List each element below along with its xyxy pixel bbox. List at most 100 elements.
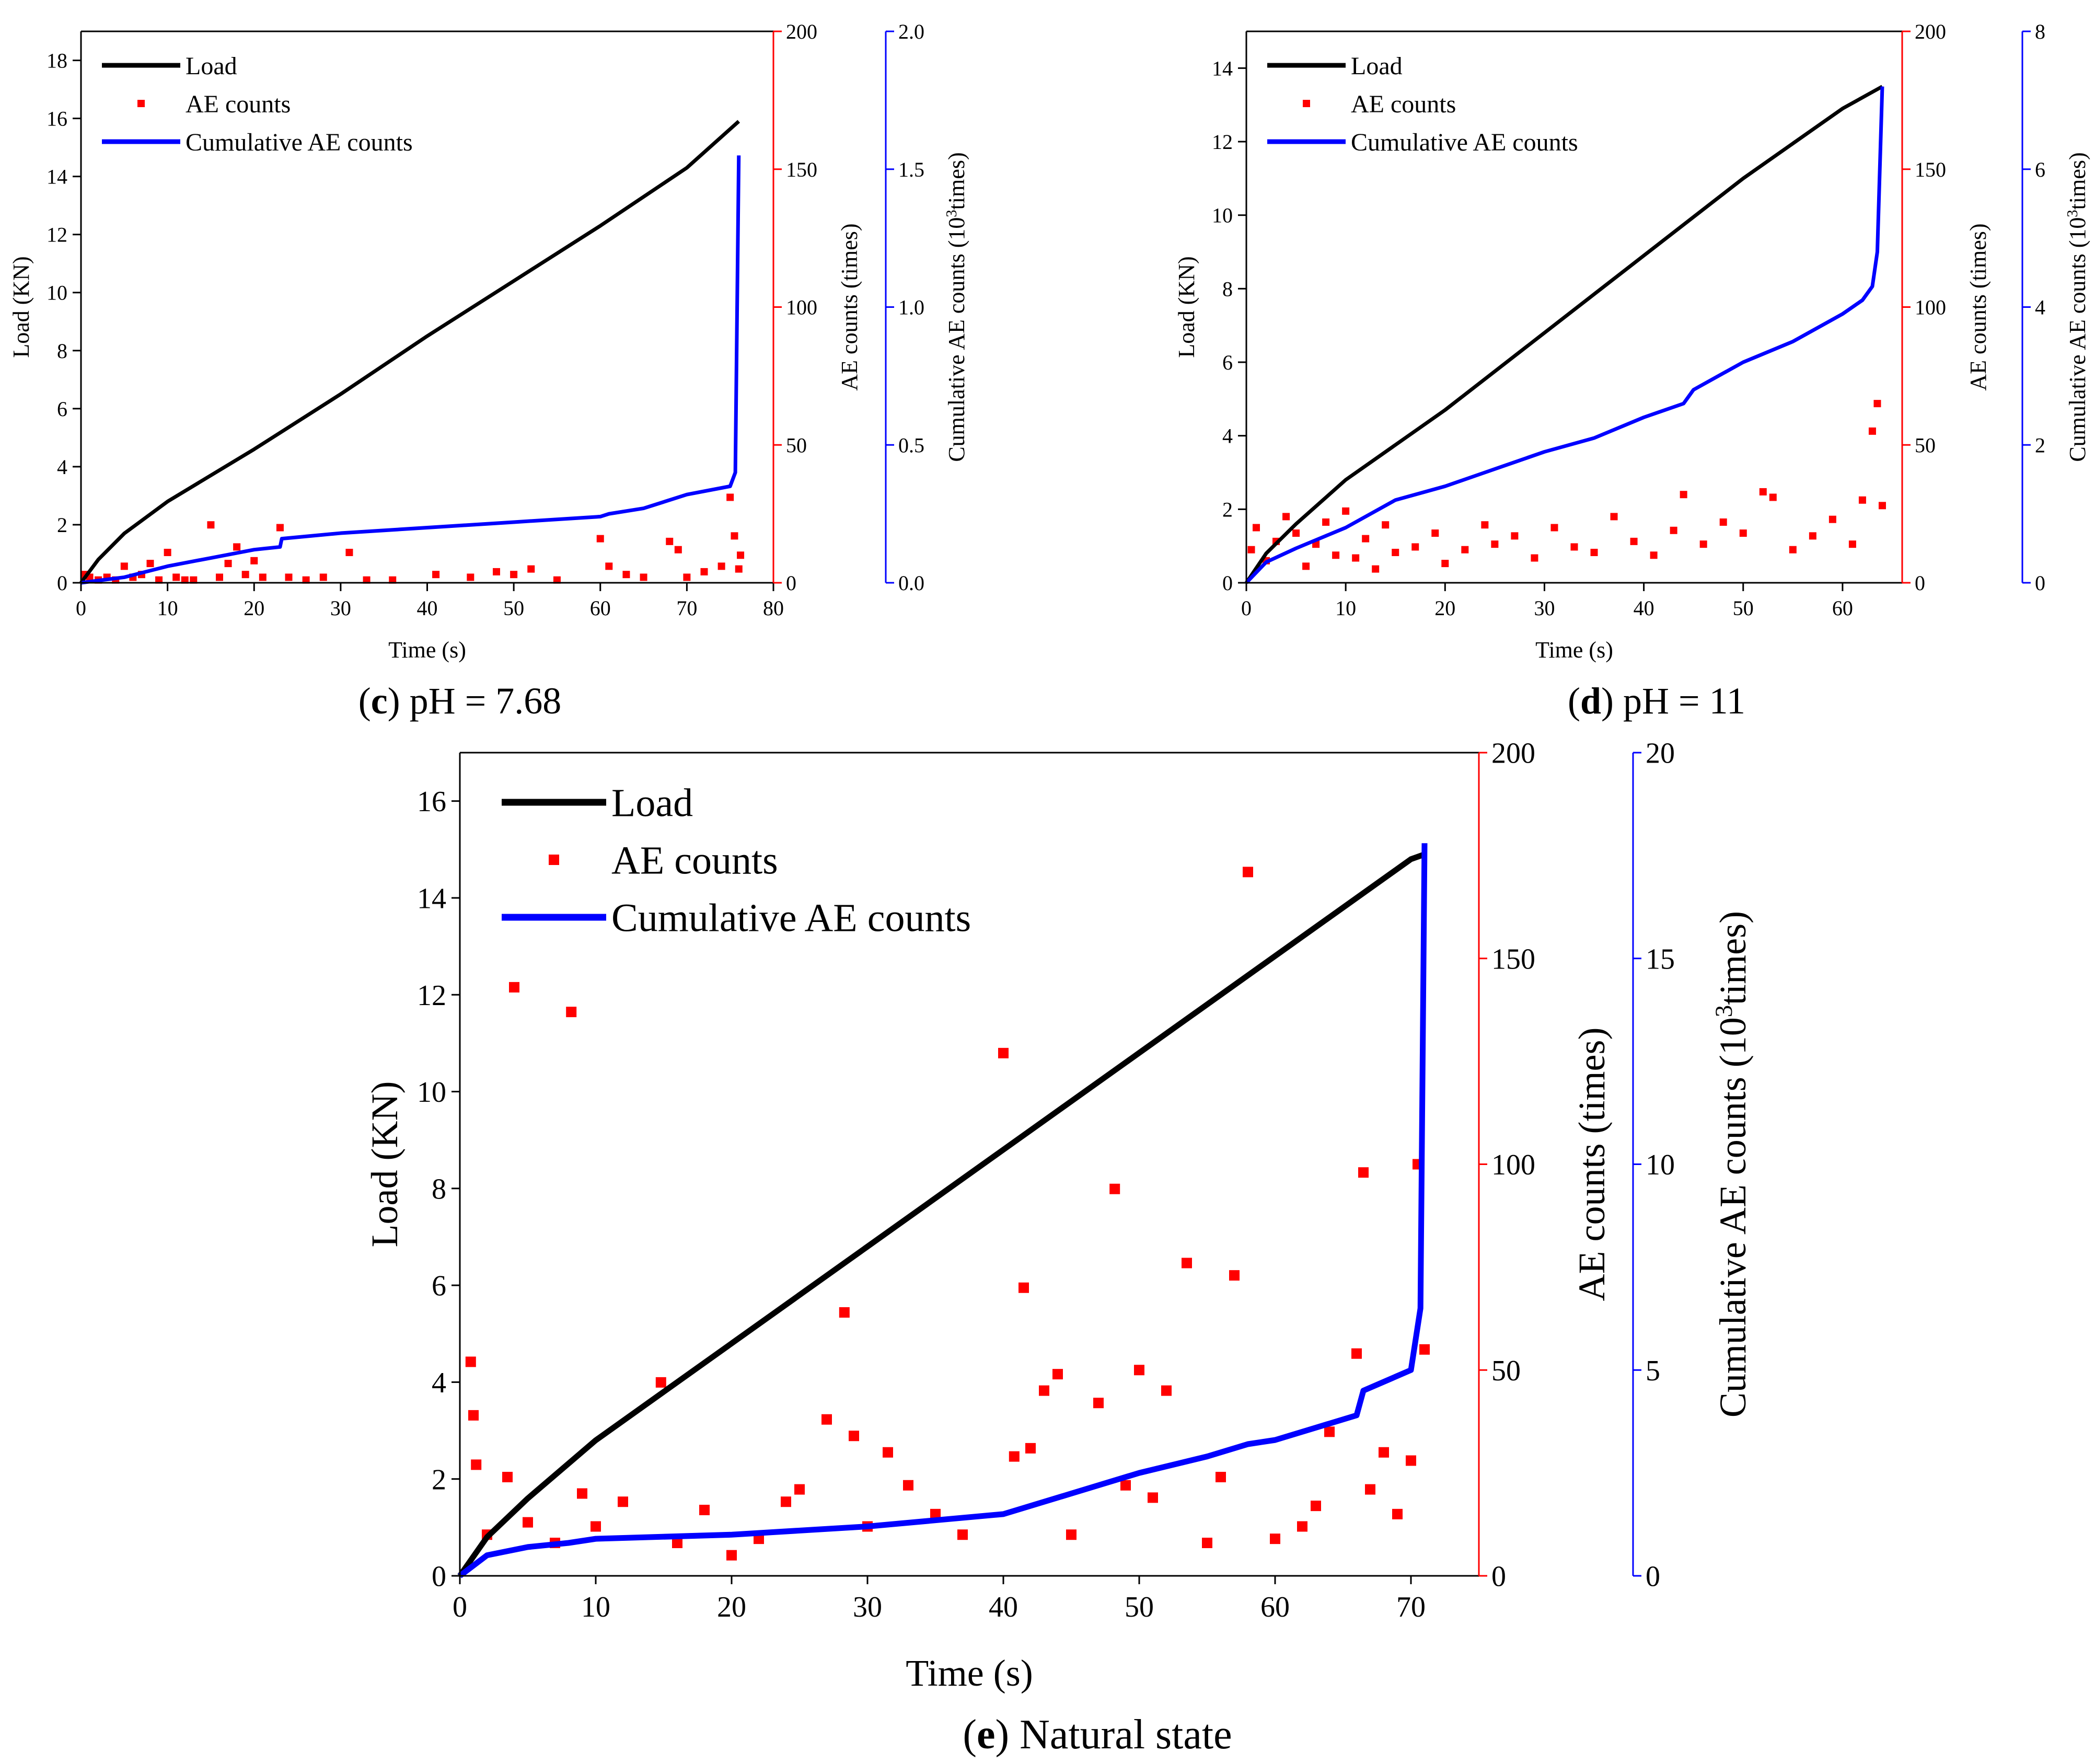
panel-c-ae-point [700,568,708,575]
panel-c-ae-point [622,571,630,579]
panel-e-x-axis-label: Time (s) [906,1652,1033,1694]
panel-c-legend-load-label: Load [186,52,237,80]
panel-d-ae-tick-label: 50 [1915,433,1936,457]
panel-c-y-axis-label: Load (KN) [8,256,34,358]
panel-e-y-tick-label: 14 [417,883,446,915]
panel-c-ae-point [233,543,241,551]
panel-c-ae-point [467,573,474,581]
panel-d-cumulative-tick-label: 8 [2035,20,2045,43]
panel-e-ae-point [998,1047,1009,1058]
panel-d-x-tick-label: 50 [1733,596,1754,620]
panel-c-cumulative-tick-label: 1.0 [898,296,924,319]
panel-d-y-tick-label: 6 [1222,351,1233,374]
panel-c: (c) pH = 7.68 0 10 20 30 40 50 60 70 80024681012… [8,20,969,722]
panel-d-caption-text: pH = 11 [1614,680,1745,722]
panel-c-caption: (c) pH = 7.68 [358,680,562,722]
panel-d-ae-point [1670,526,1677,534]
panel-d-cumulative-tick-label: 0 [2035,571,2045,595]
panel-e-legend-ae-label: AE counts [611,839,778,883]
panel-e-ae-point [1025,1443,1036,1454]
panel-d-x-tick-label: 30 [1534,596,1555,620]
panel-c-ae-point [181,576,189,584]
panel-e-ae-point [1406,1455,1416,1466]
panel-e-cumulative-line [458,843,1428,1578]
panel-c-ae-point [640,573,647,581]
panel-e-cumulative-axis-label-suffix: times) [1712,911,1754,1005]
panel-d-ae-point [1247,546,1255,554]
panel-e-legend-ae-swatch [549,855,559,865]
panel-d-ae-tick-label: 100 [1915,296,1946,319]
panel-c-ae-point [389,576,397,584]
panel-e-x-tick-label: 30 [853,1591,882,1623]
panel-d-x-tick-label: 10 [1335,596,1356,620]
panel-e-ae-point [1161,1385,1172,1396]
panel-c-y-tick-label: 14 [47,165,67,189]
panel-d-cumulative-axis-label-sup: 3 [2065,210,2081,217]
panel-c-x-tick-label: 50 [503,596,524,620]
panel-c-ae-point [510,571,518,579]
panel-e-ae-point [672,1538,682,1548]
panel-e-y-tick-label: 4 [432,1367,446,1399]
panel-e-ae-point [1134,1365,1144,1376]
panel-e-caption-text: Natural state [1009,1712,1232,1758]
panel-d-ae-point [1873,400,1881,408]
panel-e-ae-point [1229,1270,1240,1281]
panel-e-ae-tick-label: 200 [1491,737,1535,770]
panel-e-x-tick-label: 60 [1260,1591,1290,1623]
panel-c-x-tick-label: 0 [76,596,86,620]
panel-c-x-tick-label: 20 [244,596,264,620]
panel-c-ae-point [363,576,371,584]
panel-c-x-tick-label: 10 [157,596,178,620]
panel-d-y-tick-label: 2 [1222,498,1233,521]
panel-d-ae-tick-label: 200 [1915,20,1946,43]
panel-e-ae-tick-label: 100 [1491,1149,1535,1181]
panel-e-ae-point [903,1480,913,1491]
panel-e-ae-point [1109,1183,1120,1194]
panel-d-x-tick-label: 0 [1241,596,1252,620]
panel-c-ae-point [683,573,691,581]
panel-e-y-tick-label: 0 [432,1561,446,1593]
panel-c-ae-point [345,548,353,556]
panel-e-ae-point [509,982,519,993]
panel-c-x-tick-label: 60 [590,596,611,620]
panel-e-ae-tick-label: 0 [1491,1561,1506,1593]
panel-d-cumulative-axis-label-prefix: Cumulative AE counts (10 [2065,217,2090,462]
panel-c-x-axis-label: Time (s) [388,637,466,663]
panel-e-ae-point [1311,1501,1321,1512]
panel-d-ae-point [1342,507,1350,515]
panel-e-ae-point [1419,1344,1430,1355]
panel-c-cumulative-axis-label-suffix: times) [944,152,969,210]
panel-d-ae-point [1531,554,1538,562]
panel-e-ae-point [1182,1258,1192,1269]
panel-d-caption: (d) pH = 11 [1568,680,1745,722]
panel-d-y-tick-label: 10 [1212,204,1233,227]
panel-e-ae-point [883,1447,893,1458]
panel-c-legend-ae-label: AE counts [186,90,291,118]
panel-d-ae-point [1739,529,1747,537]
panel-d-load-line [1245,85,1883,584]
panel-d-ae-point [1362,535,1370,543]
panel-e-cumulative-tick-label: 10 [1646,1149,1675,1181]
panel-e-load-line [457,851,1426,1578]
panel-d-ae-point [1699,540,1707,548]
panel-d-ae-point [1511,532,1519,540]
panel-c-cumulative-tick-label: 0.0 [898,571,924,595]
panel-e-y-tick-label: 16 [417,786,446,818]
panel-e-cumulative-tick-label: 15 [1646,943,1675,975]
panel-c-ae-point [285,573,293,581]
panel-e-y-tick-label: 6 [432,1270,446,1302]
panel-d-cumulative-line [1245,86,1884,584]
panel-d-ae-tick-label: 150 [1915,158,1946,181]
panel-d-ae-point [1441,560,1449,568]
panel-e-ae-point [1009,1451,1020,1462]
panel-e-x-tick-label: 50 [1125,1591,1154,1623]
panel-c-ae-tick-label: 50 [786,433,807,457]
panel-d-x-tick-label: 60 [1832,596,1853,620]
panel-d-ae-point [1789,546,1797,554]
panel-c-y-tick-label: 4 [57,455,67,479]
panel-d-ae-point [1759,488,1767,495]
panel-e-caption-letter: e [977,1712,996,1758]
panel-d-ae-point [1322,518,1330,526]
panel-e-ae-point [1358,1167,1369,1178]
panel-c-ae-axis-label: AE counts (times) [837,223,862,390]
